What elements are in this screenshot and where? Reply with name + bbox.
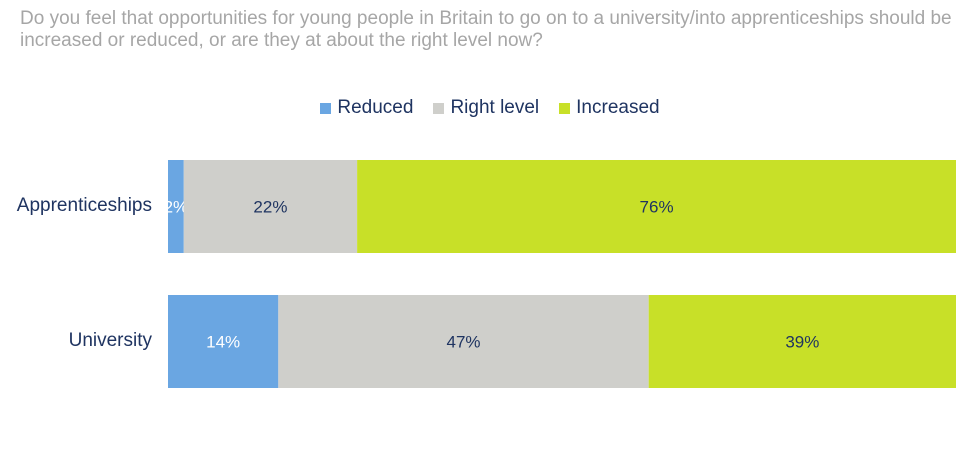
- data-label-university-reduced: 14%: [206, 333, 240, 352]
- legend-label-increased: Increased: [576, 97, 660, 118]
- data-label-apprenticeships-reduced: 2%: [164, 198, 189, 217]
- legend-swatch-right-level: [433, 102, 445, 114]
- legend-item-reduced: Reduced: [320, 97, 413, 119]
- legend-label-reduced: Reduced: [337, 97, 414, 118]
- data-label-apprenticeships-increased: 76%: [640, 198, 674, 217]
- bar-apprenticeships-increased: [357, 160, 956, 253]
- bar-apprenticeships-reduced: [168, 160, 184, 253]
- chart-question: Do you feel that opportunities for young…: [20, 8, 952, 51]
- data-label-apprenticeships-right-level: 22%: [253, 198, 287, 217]
- bar-university-reduced: [168, 295, 279, 388]
- legend: Reduced Right level Increased: [0, 96, 980, 120]
- legend-swatch-increased: [559, 102, 571, 114]
- category-label-apprenticeships: Apprenticeships: [16, 195, 152, 216]
- data-label-university-increased: 39%: [785, 333, 819, 352]
- data-label-university-right-level: 47%: [446, 333, 480, 352]
- legend-item-right-level: Right level: [433, 97, 539, 119]
- bar-university-increased: [648, 295, 956, 388]
- legend-swatch-reduced: [320, 102, 332, 114]
- legend-item-increased: Increased: [559, 97, 660, 119]
- category-label-university: University: [68, 330, 152, 351]
- bar-apprenticeships-right-level: [183, 160, 358, 253]
- bar-university-right-level: [278, 295, 649, 388]
- legend-label-right-level: Right level: [450, 97, 540, 118]
